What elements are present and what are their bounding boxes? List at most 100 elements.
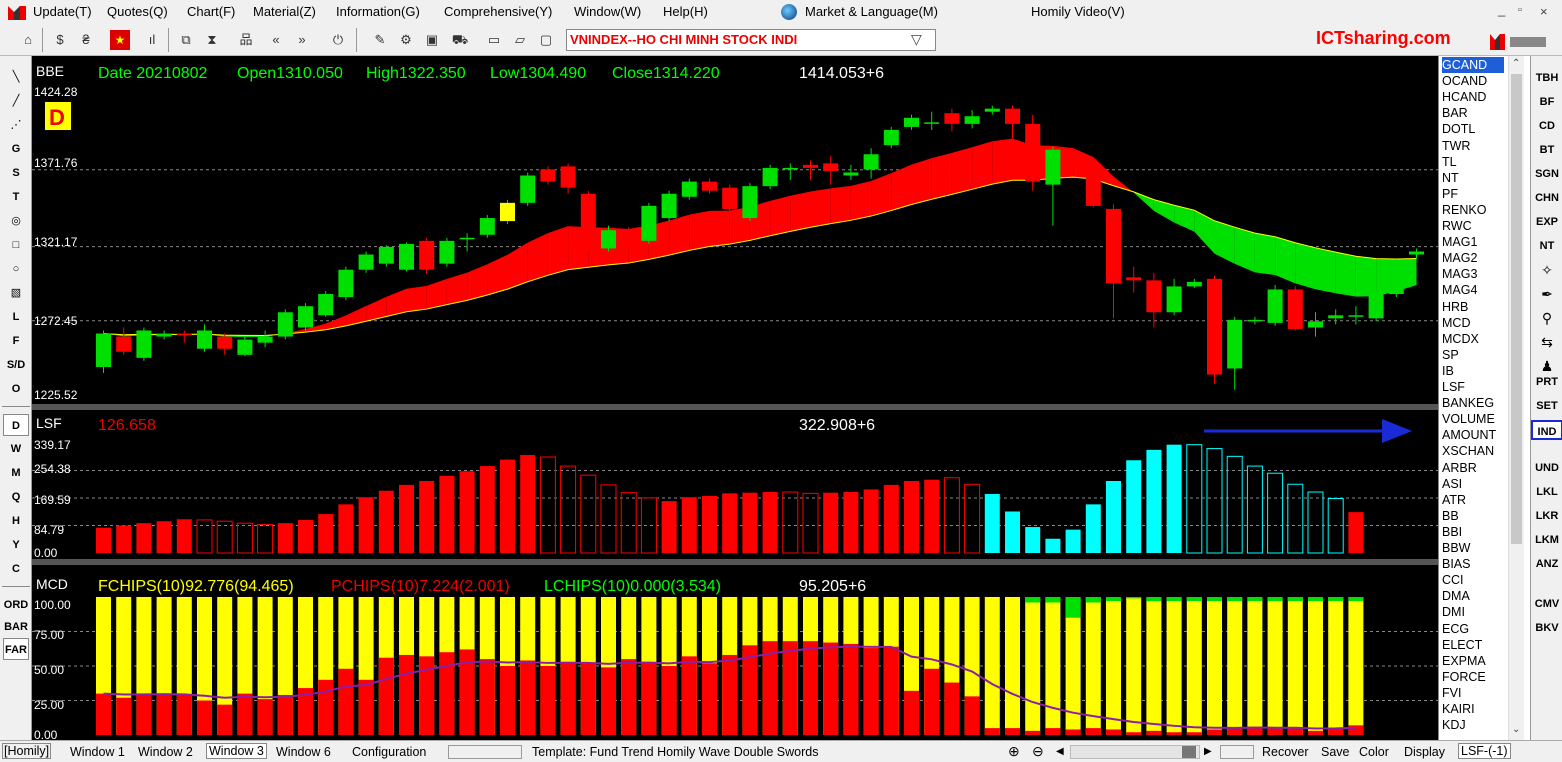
star-icon[interactable]: ✧ xyxy=(1541,262,1553,278)
volume-bar[interactable] xyxy=(782,491,799,554)
volume-bar[interactable] xyxy=(1307,491,1324,554)
scroll-right-icon[interactable]: ▶ xyxy=(1204,746,1212,757)
window-tab-1[interactable]: Window 1 xyxy=(70,745,125,759)
template-label[interactable]: Template: Fund Trend Homily Wave Double … xyxy=(532,745,819,759)
candle-body[interactable] xyxy=(782,167,798,170)
candle-body[interactable] xyxy=(762,167,778,187)
indicator-item-ib[interactable]: IB xyxy=(1442,363,1454,378)
volume-bar[interactable] xyxy=(176,519,192,553)
fchips-bar[interactable] xyxy=(1247,597,1263,735)
volume-bar[interactable] xyxy=(1005,511,1020,553)
grid-tool-icon[interactable]: ▧ xyxy=(10,287,22,299)
volume-bar[interactable] xyxy=(742,492,758,553)
candle-body[interactable] xyxy=(1065,157,1081,161)
hourglass-icon[interactable]: ⧗ xyxy=(207,32,217,47)
volume-bar[interactable] xyxy=(236,522,253,554)
candle-body[interactable] xyxy=(621,233,637,237)
volume-bar[interactable] xyxy=(1106,481,1121,553)
indicator-item-elect[interactable]: ELECT xyxy=(1442,637,1483,652)
indicator-item-bbi[interactable]: BBI xyxy=(1442,524,1463,539)
spiral-tool-icon[interactable]: ◎ xyxy=(11,215,21,227)
volume-bar[interactable] xyxy=(419,481,435,553)
indicator-item-bb[interactable]: BB xyxy=(1442,508,1459,523)
window-tab-3[interactable]: Window 3 xyxy=(206,743,267,759)
volume-bar[interactable] xyxy=(943,477,960,554)
indicator-item-nt[interactable]: NT xyxy=(1442,170,1459,185)
right-button-anz[interactable]: ANZ xyxy=(1535,558,1559,570)
volume-bar[interactable] xyxy=(1085,504,1101,553)
candle-body[interactable] xyxy=(338,269,354,298)
volume-bar[interactable] xyxy=(904,481,919,553)
candle-body[interactable] xyxy=(1409,251,1424,255)
tool-sd[interactable]: S/D xyxy=(6,359,26,371)
menu-chart[interactable]: Chart(F) xyxy=(187,4,236,19)
indicator-item-fvi[interactable]: FVI xyxy=(1442,685,1462,700)
right-button-exp[interactable]: EXP xyxy=(1535,216,1558,228)
volume-bar[interactable] xyxy=(802,492,819,554)
menu-update[interactable]: Update(T) xyxy=(33,4,92,19)
close-button[interactable]: × xyxy=(1540,4,1548,19)
menu-comprehensive[interactable]: Comprehensive(Y) xyxy=(444,4,553,19)
right-button-nt[interactable]: NT xyxy=(1539,240,1555,252)
volume-bar[interactable] xyxy=(1065,529,1081,553)
scroll-up-icon[interactable]: ⌃ xyxy=(1512,58,1521,69)
volume-bar[interactable] xyxy=(358,497,374,553)
indicator-item-dotl[interactable]: DOTL xyxy=(1442,122,1476,137)
volume-bar[interactable] xyxy=(399,484,414,553)
candle-body[interactable] xyxy=(843,172,859,176)
line-tool-icon[interactable]: ╲ xyxy=(12,71,20,83)
forward-icon[interactable]: » xyxy=(298,32,306,47)
candle-body[interactable] xyxy=(298,306,313,328)
volume-bar[interactable] xyxy=(459,471,475,553)
volume-bar[interactable] xyxy=(702,495,717,553)
indicator-item-mag2[interactable]: MAG2 xyxy=(1442,251,1478,266)
right-button-ind[interactable]: IND xyxy=(1531,420,1562,440)
candle-body[interactable] xyxy=(1085,163,1101,206)
volume-bar[interactable] xyxy=(196,519,213,554)
volume-bar[interactable] xyxy=(964,483,981,554)
volume-bar[interactable] xyxy=(1146,449,1162,553)
ord-button[interactable]: ORD xyxy=(3,599,29,611)
window-scroller[interactable] xyxy=(448,745,522,759)
volume-bar[interactable] xyxy=(500,459,515,553)
right-button-bt[interactable]: BT xyxy=(1539,144,1555,156)
volume-bar[interactable] xyxy=(1206,448,1223,554)
candle-body[interactable] xyxy=(641,205,657,241)
indicator-item-bankeg[interactable]: BANKEG xyxy=(1442,396,1495,411)
volume-indicator-label[interactable]: LSF xyxy=(36,415,62,431)
candle-body[interactable] xyxy=(1005,108,1020,124)
volume-bar[interactable] xyxy=(216,520,233,554)
indicator-item-ecg[interactable]: ECG xyxy=(1442,621,1470,636)
indicator-item-bar[interactable]: BAR xyxy=(1442,106,1468,121)
indicator-item-cci[interactable]: CCI xyxy=(1442,573,1464,588)
volume-bar[interactable] xyxy=(257,523,274,554)
volume-bar[interactable] xyxy=(1126,460,1142,553)
tool-s[interactable]: S xyxy=(12,167,20,179)
settings-icon[interactable]: ⚙ xyxy=(400,32,412,47)
indicator-item-mcd[interactable]: MCD xyxy=(1442,315,1471,330)
volume-bar[interactable] xyxy=(1045,538,1061,553)
china-flag-icon[interactable]: ★ xyxy=(110,30,130,50)
volume-bar[interactable] xyxy=(1186,444,1203,554)
indicator-item-lsf[interactable]: LSF xyxy=(1442,380,1465,394)
transfer-icon[interactable]: ⇆ xyxy=(1541,334,1553,350)
bar-chart-icon[interactable]: ıl xyxy=(148,32,156,47)
candle-body[interactable] xyxy=(1025,123,1041,182)
restore-button[interactable]: ▫ xyxy=(1518,4,1522,16)
indicator-item-expma[interactable]: EXPMA xyxy=(1442,653,1486,668)
volume-bar[interactable] xyxy=(1025,527,1041,553)
volume-bar[interactable] xyxy=(136,523,152,553)
period-month[interactable]: M xyxy=(11,467,21,479)
fchips-bar[interactable] xyxy=(1186,597,1202,735)
indicator-item-mag3[interactable]: MAG3 xyxy=(1442,267,1478,282)
fchips-bar[interactable] xyxy=(1287,597,1303,735)
period-day[interactable]: D xyxy=(3,414,29,436)
power-icon[interactable]: ⏻ xyxy=(332,32,344,47)
indicator-item-mcdx[interactable]: MCDX xyxy=(1442,331,1479,346)
volume-bar[interactable] xyxy=(318,514,334,553)
candle-body[interactable] xyxy=(1287,289,1303,329)
volume-bar[interactable] xyxy=(863,489,879,553)
candle-body[interactable] xyxy=(702,181,717,191)
candle-body[interactable] xyxy=(96,333,111,367)
cash-flow-icon[interactable]: ₴ xyxy=(82,32,90,47)
